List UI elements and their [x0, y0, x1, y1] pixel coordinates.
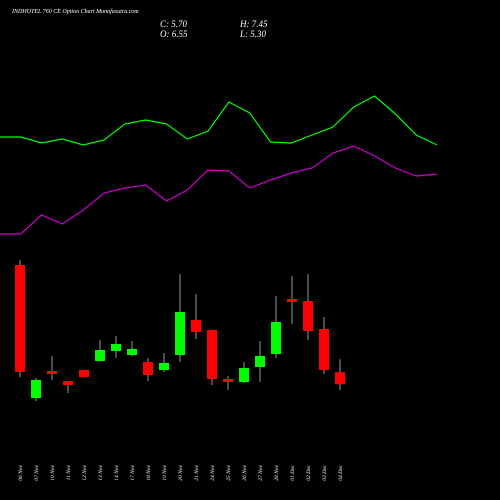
candle-body [143, 362, 153, 375]
x-tick-label: 24 Nov [209, 464, 216, 480]
candle-body [63, 381, 73, 385]
x-tick-label: 13 Nov [98, 464, 104, 480]
candle-body [31, 380, 41, 398]
chart-title: INDHOTEL 760 CE Option Chart Munafasutra… [11, 8, 139, 15]
candle-body [127, 349, 137, 355]
candle-body [239, 368, 249, 382]
x-tick-label: 10 Nov [50, 464, 56, 480]
candle-body [303, 301, 313, 331]
line-series [0, 95, 438, 146]
high-label: H: 7.45 [239, 19, 268, 29]
x-tick-label: 21 Nov [194, 464, 200, 480]
x-tick-label: 01 Dec [290, 464, 296, 480]
candle-body [175, 312, 185, 355]
open-label: O: 6.55 [160, 29, 188, 39]
x-tick-label: 12 Nov [82, 464, 88, 480]
x-tick-label: 20 Nov [178, 464, 184, 480]
x-tick-label: 04 Dec [337, 464, 344, 480]
x-tick-label: 17 Nov [130, 464, 136, 480]
x-tick-label: 26 Nov [242, 464, 248, 480]
x-tick-label: 18 Nov [146, 464, 152, 480]
x-tick-label: 06 Nov [18, 464, 24, 480]
candle-body [271, 322, 281, 354]
candle-body [111, 344, 121, 351]
x-tick-label: 14 Nov [113, 464, 120, 480]
candle-body [255, 356, 265, 367]
candle-body [159, 363, 169, 370]
low-label: L: 5.30 [239, 29, 267, 39]
close-label: C: 5.70 [160, 19, 188, 29]
candle-body [223, 379, 233, 382]
candle-body [15, 265, 25, 372]
line-series [0, 145, 438, 235]
x-tick-label: 07 Nov [34, 464, 40, 480]
candle-body [335, 372, 345, 385]
candle-body [47, 371, 57, 374]
candle-body [207, 330, 217, 379]
candle-body [79, 370, 89, 377]
x-tick-label: 11 Nov [66, 464, 72, 480]
x-tick-label: 28 Nov [274, 464, 280, 480]
candle-body [319, 329, 329, 370]
candle-body [95, 350, 105, 361]
x-tick-label: 19 Nov [162, 464, 168, 480]
x-tick-label: 25 Nov [226, 464, 232, 480]
x-tick-label: 03 Dec [322, 464, 328, 480]
x-tick-label: 27 Nov [258, 464, 264, 480]
candle-body [191, 320, 201, 332]
candle-body [287, 299, 297, 302]
x-tick-label: 02 Dec [306, 464, 312, 480]
